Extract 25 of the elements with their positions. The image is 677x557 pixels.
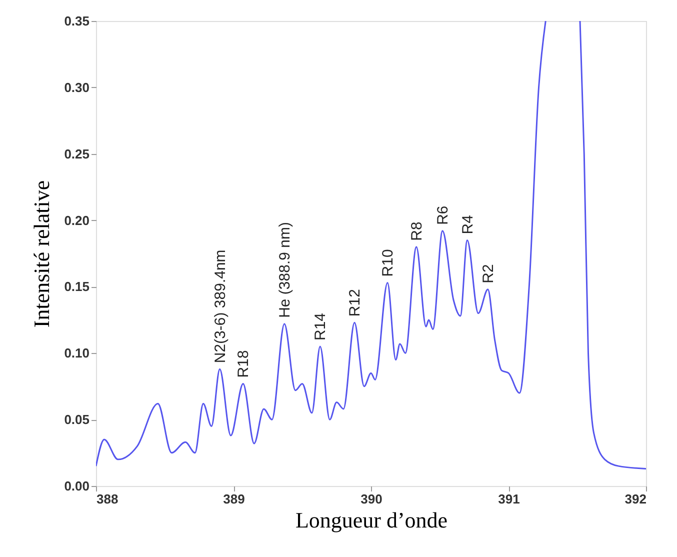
- y-tick-label: 0.35: [64, 14, 90, 28]
- y-axis-title: Intensité relative: [29, 180, 54, 328]
- y-tick-label: 0.30: [64, 80, 90, 95]
- y-tick-label: 0.10: [64, 346, 90, 361]
- y-tick-label: 0.25: [64, 146, 90, 162]
- x-tick-label: 389: [223, 492, 245, 506]
- x-tick-label: 388: [96, 492, 118, 506]
- annotation: R8: [408, 222, 426, 241]
- annotation: He (388.9 nm): [276, 222, 294, 318]
- y-tick-label: 0.15: [64, 279, 90, 294]
- annotation: R4: [459, 215, 476, 234]
- x-axis-title: Longueur d’onde: [295, 508, 448, 532]
- x-tick-label: 392: [624, 492, 646, 506]
- y-tick-label: 0.20: [64, 212, 90, 228]
- y-tick-label: 0.00: [64, 478, 90, 494]
- annotation: R14: [312, 312, 330, 340]
- y-tick-label: 0.05: [64, 412, 90, 428]
- x-tick-label: 391: [498, 492, 520, 506]
- annotation: R10: [380, 249, 396, 277]
- annotation: R18: [235, 350, 252, 378]
- annotation: R2: [480, 264, 497, 284]
- annotation: R6: [434, 206, 452, 225]
- annotation: N2(3-6) 389.4nm: [212, 250, 229, 364]
- x-tick-label: 390: [360, 492, 382, 506]
- annotation: R12: [346, 289, 364, 317]
